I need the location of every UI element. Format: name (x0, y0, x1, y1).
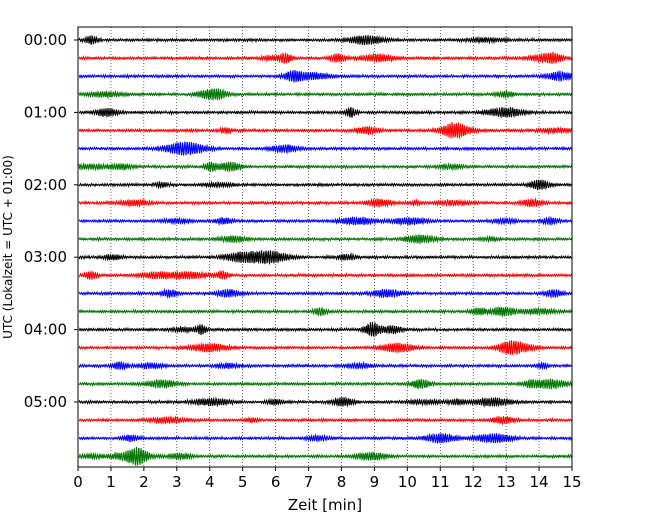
y-axis-label: UTC (Lokalzeit = UTC + 01:00) (1, 155, 15, 339)
trace-line (78, 321, 573, 337)
x-tick-label: 10 (398, 473, 417, 491)
x-tick-label: 11 (431, 473, 450, 491)
trace-line (78, 306, 573, 318)
trace-line (78, 432, 573, 445)
y-tick-label: 04:00 (24, 321, 67, 339)
y-tick-label: 05:00 (24, 393, 67, 411)
y-tick-label: 01:00 (24, 103, 67, 121)
x-tick-label: 8 (337, 473, 347, 491)
trace-line (78, 287, 573, 300)
plot-background (78, 27, 572, 467)
trace-line (78, 250, 573, 265)
y-axis-ticks: 00:00 01:00 02:00 03:00 04:00 05:00 (24, 31, 78, 411)
trace-line (78, 51, 573, 64)
x-tick-label: 1 (106, 473, 116, 491)
trace-line (78, 414, 573, 426)
trace-line (78, 396, 573, 408)
y-tick-label: 03:00 (24, 248, 67, 266)
plot-frame (77, 26, 573, 468)
trace-line (78, 446, 573, 466)
trace-line (78, 141, 573, 156)
trace-line (78, 88, 573, 101)
trace-line (78, 215, 573, 227)
x-axis-ticks: 0 1 2 3 4 5 6 7 8 9 10 11 12 13 14 15 (73, 467, 582, 491)
x-tick-label: 9 (370, 473, 380, 491)
trace-line (78, 378, 573, 391)
x-tick-label: 6 (271, 473, 281, 491)
trace-line (78, 161, 573, 173)
trace-line (78, 360, 573, 371)
trace-line (78, 34, 573, 46)
x-tick-label: 5 (238, 473, 248, 491)
trace-line (78, 340, 573, 355)
x-tick-label: 13 (497, 473, 516, 491)
trace-line (78, 197, 573, 209)
x-axis-label: Zeit [min] (288, 496, 362, 514)
x-tick-label: 14 (530, 473, 549, 491)
trace-line (78, 179, 573, 191)
trace-line (78, 269, 573, 281)
x-tick-label: 3 (172, 473, 182, 491)
x-tick-label: 2 (139, 473, 149, 491)
x-tick-label: 4 (205, 473, 215, 491)
y-tick-label: 00:00 (24, 31, 67, 49)
trace-line (78, 122, 573, 139)
trace-line (78, 233, 573, 245)
x-tick-label: 0 (73, 473, 83, 491)
trace-line (78, 69, 573, 83)
x-tick-label: 12 (464, 473, 483, 491)
x-tick-label: 7 (304, 473, 314, 491)
trace-line (78, 106, 573, 119)
y-tick-label: 02:00 (24, 176, 67, 194)
grid-layer (110, 27, 540, 467)
x-tick-label: 15 (562, 473, 581, 491)
trace-layer (78, 34, 573, 466)
